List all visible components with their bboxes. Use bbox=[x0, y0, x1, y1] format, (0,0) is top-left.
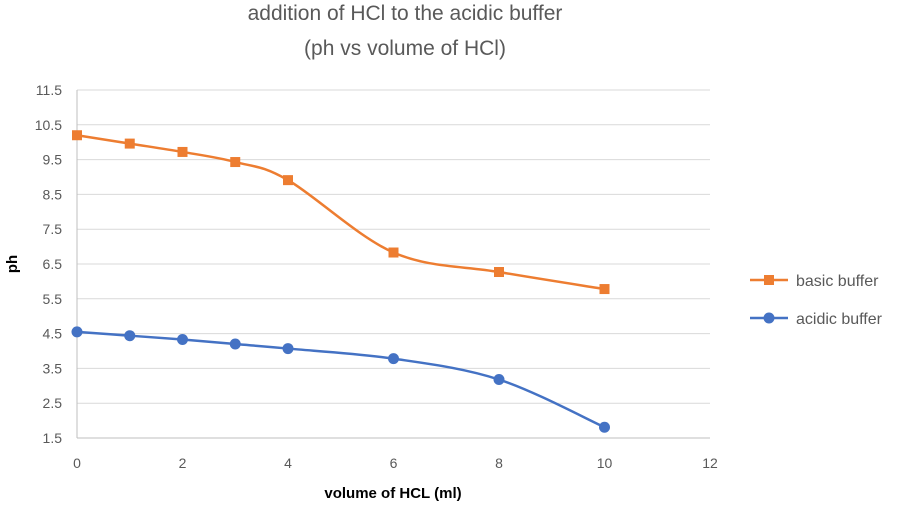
legend-label: basic buffer bbox=[796, 273, 879, 290]
y-tick-label: 8.5 bbox=[43, 186, 63, 202]
series-group bbox=[71, 130, 610, 433]
legend-marker-circle bbox=[763, 312, 775, 324]
data-point-square bbox=[283, 175, 293, 186]
data-point-square bbox=[599, 284, 610, 295]
y-tick-label: 10.5 bbox=[35, 117, 62, 133]
chart-subtitle: (ph vs volume of HCl) bbox=[304, 37, 506, 60]
legend: basic buffer acidic buffer bbox=[750, 273, 883, 328]
x-tick-label: 10 bbox=[597, 455, 613, 471]
data-point-circle bbox=[177, 334, 188, 346]
y-axis-ticks: 1.5 2.5 3.5 4.5 5.5 6.5 7.5 8.5 9.5 10.5 11.5 bbox=[35, 82, 62, 446]
data-point-square bbox=[72, 130, 82, 141]
x-tick-label: 4 bbox=[284, 455, 292, 471]
x-tick-label: 8 bbox=[495, 455, 503, 471]
y-tick-label: 5.5 bbox=[43, 291, 63, 307]
x-tick-label: 0 bbox=[73, 455, 81, 471]
chart-title: addition of HCl to the acidic buffer bbox=[248, 2, 563, 25]
gridlines bbox=[77, 89, 710, 404]
data-point-circle bbox=[71, 326, 83, 338]
y-tick-label: 6.5 bbox=[43, 256, 63, 272]
x-axis-ticks: 0 2 4 6 8 10 12 bbox=[73, 455, 718, 471]
data-point-circle bbox=[124, 330, 136, 342]
legend-marker-square bbox=[764, 275, 774, 285]
data-point-circle bbox=[229, 338, 241, 350]
data-point-circle bbox=[388, 353, 399, 365]
y-tick-label: 4.5 bbox=[43, 326, 63, 342]
x-tick-label: 12 bbox=[702, 455, 718, 471]
series-line-0 bbox=[76, 134, 605, 291]
series-line-1 bbox=[76, 330, 606, 429]
y-tick-label: 1.5 bbox=[43, 430, 63, 446]
y-tick-label: 11.5 bbox=[36, 82, 62, 98]
y-tick-label: 7.5 bbox=[43, 221, 63, 237]
y-tick-label: 2.5 bbox=[43, 395, 63, 411]
x-tick-label: 2 bbox=[179, 455, 187, 471]
y-tick-label: 3.5 bbox=[43, 360, 63, 376]
data-point-circle bbox=[599, 421, 610, 433]
data-point-circle bbox=[282, 343, 294, 355]
x-tick-label: 6 bbox=[390, 455, 398, 471]
y-axis-label: ph bbox=[4, 255, 21, 273]
data-point-square bbox=[388, 247, 399, 258]
data-point-square bbox=[124, 138, 135, 149]
data-point-square bbox=[177, 146, 188, 157]
legend-label: acidic buffer bbox=[796, 311, 883, 328]
y-tick-label: 9.5 bbox=[43, 152, 63, 168]
data-point-square bbox=[494, 267, 504, 278]
x-axis-label: volume of HCL (ml) bbox=[324, 485, 461, 502]
data-point-circle bbox=[493, 374, 505, 386]
data-point-square bbox=[230, 157, 241, 168]
